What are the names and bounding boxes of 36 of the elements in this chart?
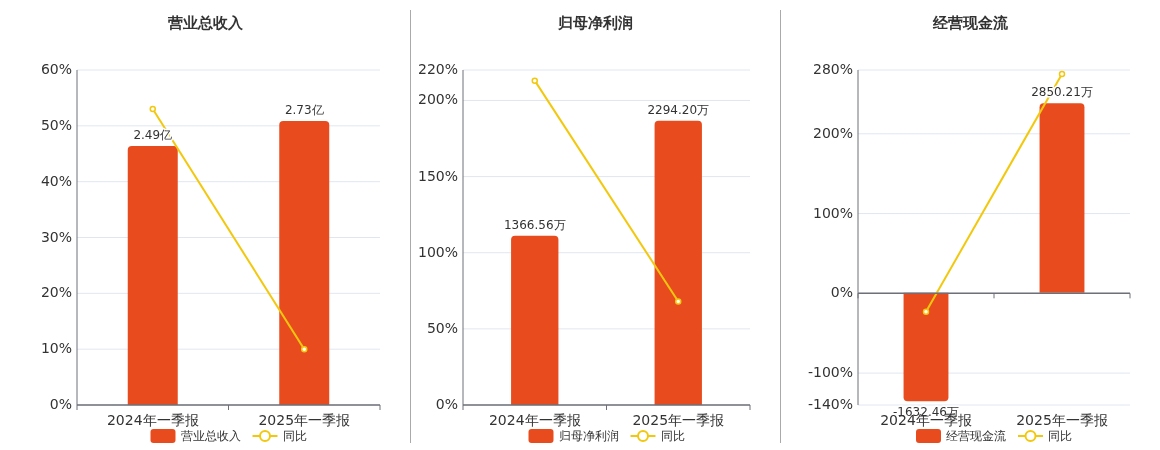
y-tick-label: -140% — [807, 396, 853, 412]
y-tick-label: 60% — [40, 61, 72, 77]
chart-title: 营业总收入 — [166, 14, 244, 32]
x-tick-label: 2024年一季报 — [488, 412, 581, 428]
x-tick-label: 2025年一季报 — [632, 412, 725, 428]
y-tick-label: 200% — [812, 124, 853, 141]
y-tick-label: 100% — [812, 204, 853, 221]
y-tick-label: 30% — [40, 228, 72, 245]
y-tick-label: 0% — [830, 284, 853, 301]
x-tick-label: 2025年一季报 — [258, 412, 351, 428]
legend-label: 同比 — [660, 428, 685, 443]
data-label: 2.73亿 — [284, 102, 324, 117]
data-label: 2294.20万 — [647, 102, 710, 117]
legend-label: 同比 — [282, 428, 307, 443]
y-tick-label: 0% — [435, 396, 458, 412]
x-tick-label: 2025年一季报 — [1016, 412, 1108, 428]
chart-title: 经营现金流 — [931, 14, 1009, 32]
legend-label: 归母净利润 — [558, 428, 619, 443]
y-tick-label: 20% — [40, 284, 72, 301]
y-tick-label: 10% — [40, 340, 72, 357]
y-tick-label: 150% — [417, 167, 458, 184]
chart-title: 归母净利润 — [556, 14, 633, 32]
y-tick-label: 220% — [417, 61, 458, 77]
y-tick-label: 50% — [426, 319, 458, 336]
data-label: 1366.56万 — [503, 217, 566, 232]
y-tick-label: 100% — [417, 243, 458, 260]
y-tick-label: 200% — [417, 91, 458, 108]
y-tick-label: 40% — [40, 172, 72, 189]
legend-label: 同比 — [1048, 428, 1072, 443]
y-tick-label: 0% — [49, 396, 72, 412]
y-tick-label: 280% — [812, 61, 853, 77]
legend-label: 经营现金流 — [946, 428, 1006, 443]
legend-label: 营业总收入 — [180, 428, 241, 443]
x-tick-label: 2024年一季报 — [106, 412, 199, 428]
y-tick-label: 50% — [40, 116, 72, 133]
y-tick-label: -100% — [807, 364, 853, 381]
